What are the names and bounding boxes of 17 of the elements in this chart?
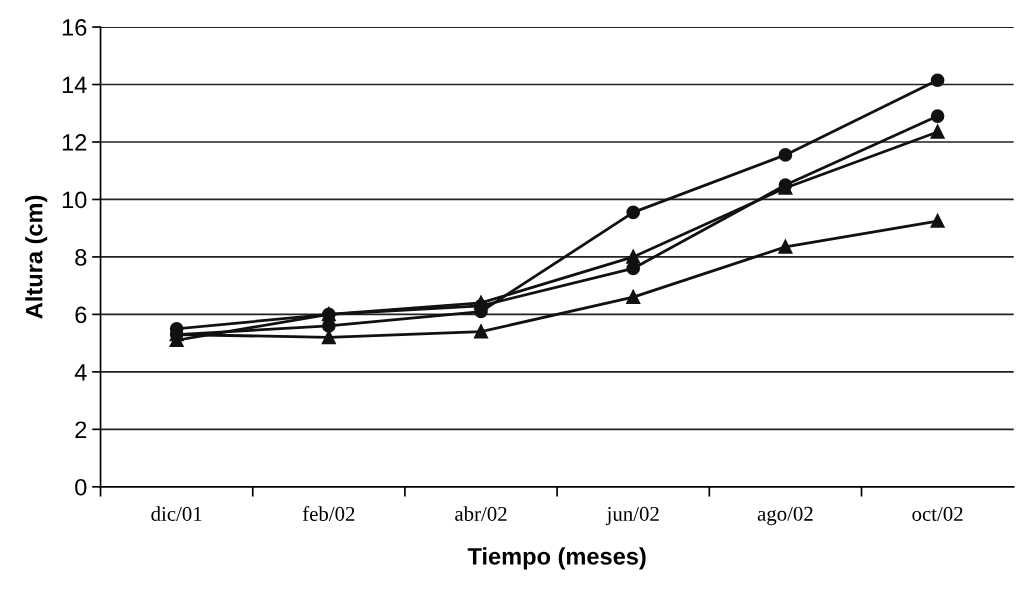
y-tick-label: 8 [75,249,87,266]
x-tick-label: jun/02 [605,506,659,526]
y-tick-label: 14 [62,76,87,94]
y-axis-title: Altura (cm) [25,195,48,319]
x-axis-title: Tiempo (meses) [467,547,646,570]
y-tick-label: 12 [62,134,87,151]
y-tick-label: 16 [62,19,87,36]
y-tick-label: 0 [75,478,87,496]
y-tick-label: 2 [75,421,87,438]
x-tick-label: dic/01 [151,506,202,521]
y-tick-label: 10 [62,191,87,209]
x-tick-label: feb/02 [302,506,355,521]
x-tick-label: ago/02 [757,506,813,526]
x-tick-label: oct/02 [912,506,963,521]
y-tick-label: 4 [74,364,87,381]
y-tick-label: 6 [75,306,87,324]
x-tick-label: abr/02 [455,506,507,521]
